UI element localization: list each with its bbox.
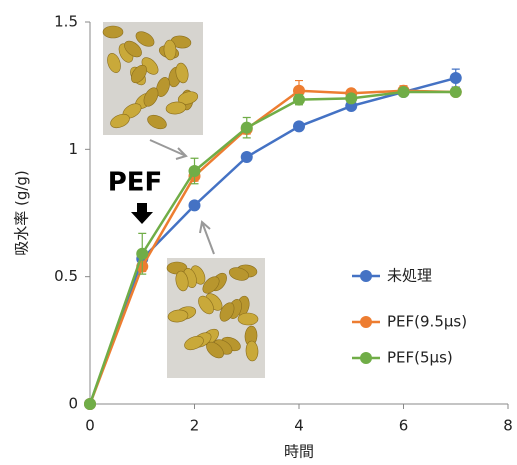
y-axis-label: 吸水率 (g/g) bbox=[13, 170, 31, 256]
legend-marker bbox=[360, 352, 372, 364]
point bbox=[450, 72, 462, 84]
x-tick-label: 4 bbox=[294, 417, 304, 435]
x-tick-label: 0 bbox=[85, 417, 95, 435]
point bbox=[450, 86, 462, 98]
point bbox=[241, 122, 253, 134]
point bbox=[189, 165, 201, 177]
photo-untreated bbox=[167, 258, 265, 378]
y-tick-label: 1.5 bbox=[54, 13, 78, 31]
point bbox=[84, 398, 96, 410]
y-tick-label: 0.5 bbox=[54, 267, 78, 285]
x-axis-label: 時間 bbox=[284, 443, 314, 461]
bean bbox=[238, 313, 258, 325]
point bbox=[241, 151, 253, 163]
point bbox=[293, 94, 305, 106]
x-tick-label: 2 bbox=[190, 417, 200, 435]
legend-label: 未処理 bbox=[387, 267, 432, 285]
x-tick-label: 6 bbox=[399, 417, 409, 435]
arrow bbox=[200, 222, 214, 254]
point bbox=[398, 86, 410, 98]
pef-arrow bbox=[131, 203, 153, 224]
legend-marker bbox=[360, 316, 372, 328]
chart: PEF 時間 吸水率 (g/g) 0 0.5 1 1.5 0 2 4 6 8 未処理 PEF(9.5… bbox=[0, 0, 517, 465]
arrow bbox=[150, 140, 186, 159]
point bbox=[293, 120, 305, 132]
point bbox=[345, 92, 357, 104]
point bbox=[189, 199, 201, 211]
bean bbox=[103, 26, 123, 38]
point bbox=[136, 248, 148, 260]
photo-soaked bbox=[103, 22, 203, 135]
legend-marker bbox=[360, 270, 372, 282]
y-tick-label: 0 bbox=[68, 395, 78, 413]
legend-label: PEF(5μs) bbox=[387, 349, 453, 367]
legend-label: PEF(9.5μs) bbox=[387, 313, 467, 331]
x-tick-label: 8 bbox=[503, 417, 513, 435]
annotation: PEF bbox=[108, 168, 163, 198]
y-tick-label: 1 bbox=[68, 140, 78, 158]
